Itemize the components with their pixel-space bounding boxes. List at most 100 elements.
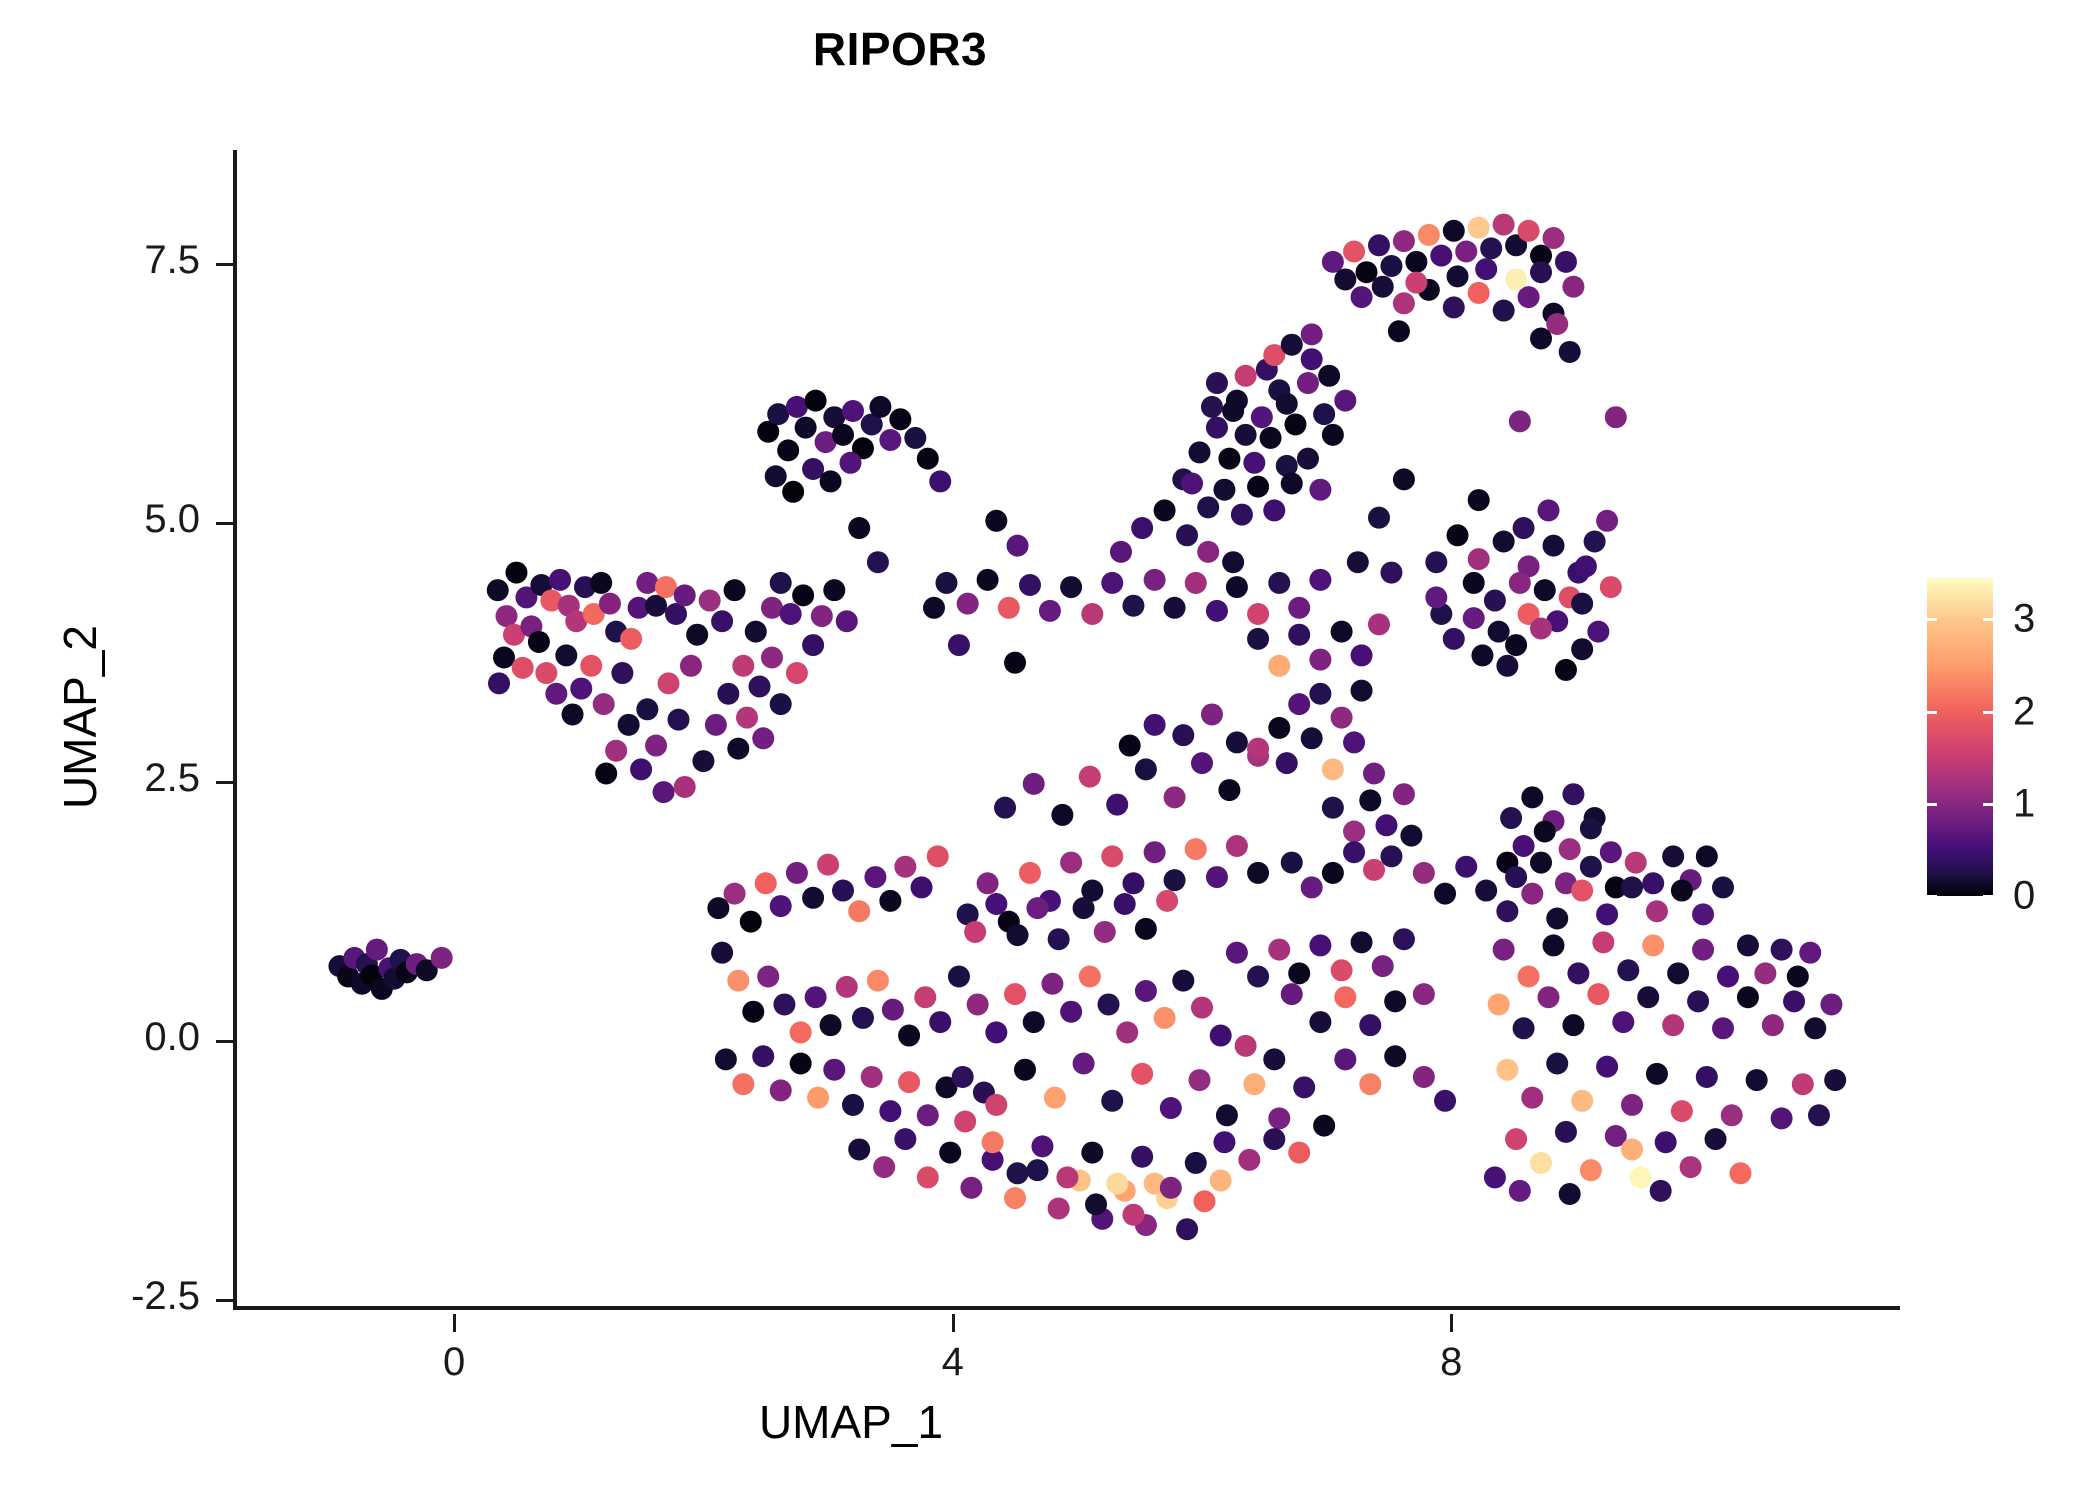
- scatter-point: [1225, 389, 1248, 412]
- scatter-point: [1026, 897, 1049, 920]
- scatter-point: [540, 589, 563, 612]
- scatter-point: [1558, 838, 1581, 861]
- scatter-point: [1106, 1172, 1129, 1195]
- scatter-point: [1517, 286, 1540, 309]
- scatter-point: [595, 762, 618, 785]
- scatter-point: [565, 610, 588, 633]
- scatter-point: [1442, 219, 1465, 242]
- scatter-point: [1363, 762, 1385, 785]
- scatter-point: [1280, 851, 1303, 874]
- scatter-point: [1467, 548, 1490, 571]
- scatter-point: [1521, 1086, 1544, 1109]
- scatter-point: [1122, 1203, 1145, 1226]
- scatter-point: [985, 1093, 1008, 1116]
- scatter-point: [1300, 348, 1323, 371]
- scatter-point: [1247, 603, 1270, 625]
- scatter-point: [819, 1014, 842, 1037]
- scatter-point: [511, 656, 534, 679]
- scatter-point: [779, 603, 802, 625]
- scatter-point: [1662, 845, 1685, 868]
- scatter-point: [1218, 779, 1241, 802]
- scatter-point: [492, 646, 515, 669]
- scatter-point: [976, 568, 999, 591]
- scatter-point: [1667, 962, 1690, 985]
- scatter-point: [832, 423, 855, 446]
- scatter-point: [627, 596, 650, 619]
- scatter-point: [889, 408, 912, 431]
- scatter-point: [1562, 783, 1585, 806]
- y-axis-title: UMAP_2: [54, 624, 106, 810]
- scatter-point: [1508, 410, 1531, 433]
- scatter-point: [1617, 959, 1640, 982]
- scatter-point: [535, 662, 558, 685]
- scatter-point: [1596, 1055, 1619, 1078]
- scatter-point: [879, 889, 902, 912]
- scatter-point: [1430, 244, 1453, 267]
- scatter-point: [1321, 861, 1344, 884]
- scatter-point: [866, 551, 889, 574]
- scatter-point: [1072, 897, 1095, 920]
- scatter-point: [1770, 1107, 1793, 1130]
- scatter-point: [1006, 534, 1029, 557]
- y-tick-label: 2.5: [144, 755, 200, 800]
- scatter-point: [1072, 1052, 1095, 1075]
- scatter-point: [769, 895, 792, 918]
- scatter-point: [1629, 1166, 1652, 1189]
- scatter-point: [1268, 654, 1291, 677]
- scatter-point: [1038, 599, 1061, 622]
- scatter-point: [1085, 1193, 1108, 1216]
- scatter-point: [752, 1045, 775, 1068]
- scatter-point: [1122, 594, 1145, 617]
- colorbar-tick-mark: [1983, 618, 1993, 622]
- scatter-point: [1571, 638, 1594, 661]
- scatter-point: [1542, 227, 1565, 250]
- scatter-point: [1334, 389, 1357, 412]
- scatter-point: [994, 796, 1017, 819]
- scatter-point: [1350, 931, 1373, 954]
- scatter-point: [1736, 986, 1759, 1009]
- colorbar-tick-label: 1: [2013, 781, 2036, 826]
- scatter-point: [1596, 903, 1619, 926]
- scatter-point: [1492, 299, 1515, 322]
- scatter-point: [1712, 876, 1735, 899]
- scatter-point: [1546, 313, 1569, 335]
- scatter-point: [1380, 255, 1403, 277]
- scatter-point: [1359, 789, 1382, 812]
- scatter-point: [1645, 1062, 1668, 1085]
- scatter-point: [1309, 934, 1332, 957]
- scatter-point: [1692, 938, 1715, 961]
- scatter-point: [1350, 286, 1373, 309]
- scatter-point: [1225, 731, 1248, 754]
- scatter-point: [1505, 1128, 1528, 1151]
- scatter-point: [1263, 1048, 1286, 1071]
- scatter-point: [1350, 644, 1373, 667]
- scatter-point: [1078, 765, 1101, 788]
- scatter-point: [1346, 551, 1369, 574]
- scatter-point: [1475, 258, 1498, 281]
- scatter-point: [1405, 250, 1428, 273]
- scatter-point: [1517, 219, 1540, 242]
- scatter-point: [1434, 1089, 1457, 1112]
- scatter-point: [664, 603, 687, 625]
- scatter-point: [1247, 861, 1270, 884]
- colorbar-tick-label: 0: [2013, 873, 2036, 918]
- scatter-point: [704, 713, 727, 736]
- scatter-point: [773, 993, 796, 1016]
- scatter-point: [1512, 517, 1535, 540]
- scatter-point: [505, 561, 528, 584]
- scatter-point: [1487, 620, 1510, 643]
- scatter-point: [1807, 1104, 1830, 1127]
- scatter-point: [1517, 555, 1540, 578]
- scatter-point: [1662, 1014, 1685, 1037]
- colorbar-tick-label: 3: [2013, 596, 2036, 641]
- scatter-point: [947, 634, 970, 657]
- scatter-point: [1359, 1014, 1382, 1037]
- y-tick-mark: [216, 1039, 234, 1043]
- scatter-point: [1596, 509, 1619, 532]
- scatter-point: [1512, 1017, 1535, 1040]
- scatter-point: [1309, 648, 1332, 671]
- colorbar-tick-mark: [1927, 710, 1937, 714]
- scatter-point: [1247, 737, 1270, 760]
- scatter-point: [789, 1052, 812, 1075]
- scatter-point: [929, 470, 952, 493]
